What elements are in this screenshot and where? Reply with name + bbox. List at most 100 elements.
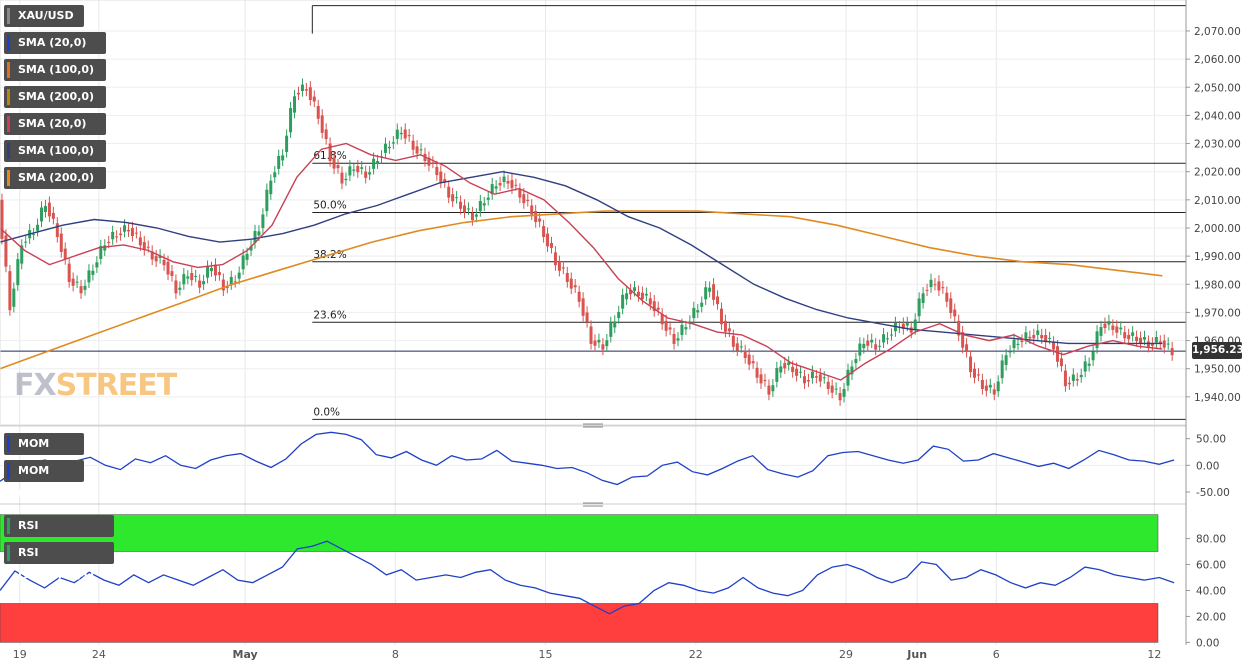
- candle-body: [285, 135, 289, 152]
- candle-body: [1016, 343, 1020, 345]
- candle-body: [300, 84, 304, 92]
- rsi-swatch-2: [7, 545, 10, 561]
- candle-body: [585, 312, 589, 322]
- candle-body: [514, 184, 518, 186]
- candle-body: [24, 241, 28, 243]
- candle-body: [838, 393, 842, 401]
- candle-body: [700, 302, 704, 307]
- candle-body: [451, 194, 455, 202]
- candle-body: [134, 232, 138, 234]
- candle-body: [186, 276, 190, 279]
- candle-body: [478, 200, 482, 212]
- candle-body: [324, 129, 328, 140]
- candle-body: [320, 115, 324, 133]
- legend-item[interactable]: SMA (100,0): [4, 59, 106, 81]
- candle-body: [830, 385, 834, 393]
- candle-body: [348, 166, 352, 176]
- candle-body: [557, 261, 561, 271]
- candle-body: [356, 166, 360, 173]
- x-tick-label: 22: [689, 648, 703, 661]
- candle-body: [862, 343, 866, 349]
- candle-body: [387, 146, 391, 149]
- candle-body: [206, 266, 210, 278]
- candle-body: [198, 280, 202, 288]
- candle-body: [1059, 358, 1063, 367]
- sma-layer: [0, 142, 1163, 381]
- candle-body: [459, 201, 463, 209]
- candle-body: [304, 89, 308, 91]
- candle-body: [925, 289, 929, 291]
- candle-body: [474, 214, 478, 217]
- candle-body: [905, 322, 909, 326]
- candle-body: [257, 231, 261, 236]
- candle-body: [870, 339, 874, 343]
- candle-body: [818, 374, 822, 382]
- candle-body: [55, 223, 59, 237]
- candle-body: [735, 343, 739, 351]
- sma-20-line: [0, 142, 1163, 381]
- candle-body: [439, 171, 443, 183]
- candle-body: [202, 281, 206, 285]
- candle-body: [530, 205, 534, 215]
- candle-body: [312, 96, 316, 102]
- candle-body: [1139, 337, 1143, 344]
- rsi-legend-2[interactable]: RSI (14,70,30,1): [4, 542, 114, 581]
- candle-body: [403, 129, 407, 139]
- candle-body: [727, 328, 731, 332]
- candle-body: [502, 176, 506, 183]
- y-tick-label: 1,950.00: [1194, 364, 1241, 376]
- legend-item[interactable]: SMA (200,0): [4, 167, 106, 189]
- mom-legend-1[interactable]: MOM (20): [4, 433, 84, 472]
- candle-body: [213, 264, 217, 276]
- candle-body: [1008, 351, 1012, 353]
- candle-body: [443, 179, 447, 183]
- rsi-legend-1[interactable]: RSI (14,70,30,1): [4, 515, 114, 554]
- candle-body: [1087, 363, 1091, 366]
- candle-body: [625, 293, 629, 300]
- legend-item[interactable]: SMA (100,0): [4, 140, 106, 162]
- watermark-prefix: FX: [14, 368, 57, 403]
- candle-body: [660, 314, 664, 325]
- candle-body: [178, 287, 182, 290]
- y-tick-label: 1,940.00: [1194, 392, 1241, 404]
- candle-body: [4, 235, 8, 267]
- watermark-suffix: STREET: [55, 368, 178, 403]
- mom-label-2: MOM (20): [18, 464, 50, 499]
- x-tick-label: 29: [839, 648, 853, 661]
- x-tick-label: Jun: [906, 648, 927, 661]
- rsi-y-tick-label: 80.00: [1196, 534, 1226, 546]
- candle-body: [945, 292, 949, 302]
- candle-body: [265, 189, 269, 212]
- candle-body: [787, 362, 791, 365]
- candle-body: [561, 267, 565, 269]
- candle-body: [1115, 326, 1119, 333]
- candle-body: [383, 143, 387, 153]
- candle-body: [803, 376, 807, 384]
- legend-item[interactable]: SMA (20,0): [4, 32, 106, 54]
- candle-body: [609, 322, 613, 337]
- legend-item[interactable]: SMA (20,0): [4, 113, 106, 135]
- rsi-y-tick-label: 60.00: [1196, 560, 1226, 572]
- candle-body: [755, 367, 759, 378]
- candle-body: [245, 253, 249, 260]
- candle-body: [1119, 327, 1123, 330]
- candle-body: [739, 346, 743, 348]
- mom-legend-2[interactable]: MOM (20): [4, 460, 84, 499]
- candle-body: [411, 140, 415, 150]
- legend-item[interactable]: XAU/USD: [4, 5, 84, 27]
- candle-body: [779, 366, 783, 373]
- candle-body: [652, 301, 656, 312]
- candle-body: [162, 259, 166, 266]
- last-price-label: 1,956.23: [1192, 342, 1244, 359]
- candle-body: [281, 155, 285, 161]
- candle-body: [767, 385, 771, 395]
- legend-item[interactable]: SMA (200,0): [4, 86, 106, 108]
- candle-body: [83, 285, 87, 290]
- candle-body: [194, 276, 198, 278]
- y-tick-label: 1,980.00: [1194, 279, 1241, 291]
- candle-body: [498, 182, 502, 186]
- candle-body: [1150, 343, 1154, 346]
- candle-body: [518, 189, 522, 198]
- candle-body: [763, 379, 767, 382]
- candle-body: [810, 371, 814, 379]
